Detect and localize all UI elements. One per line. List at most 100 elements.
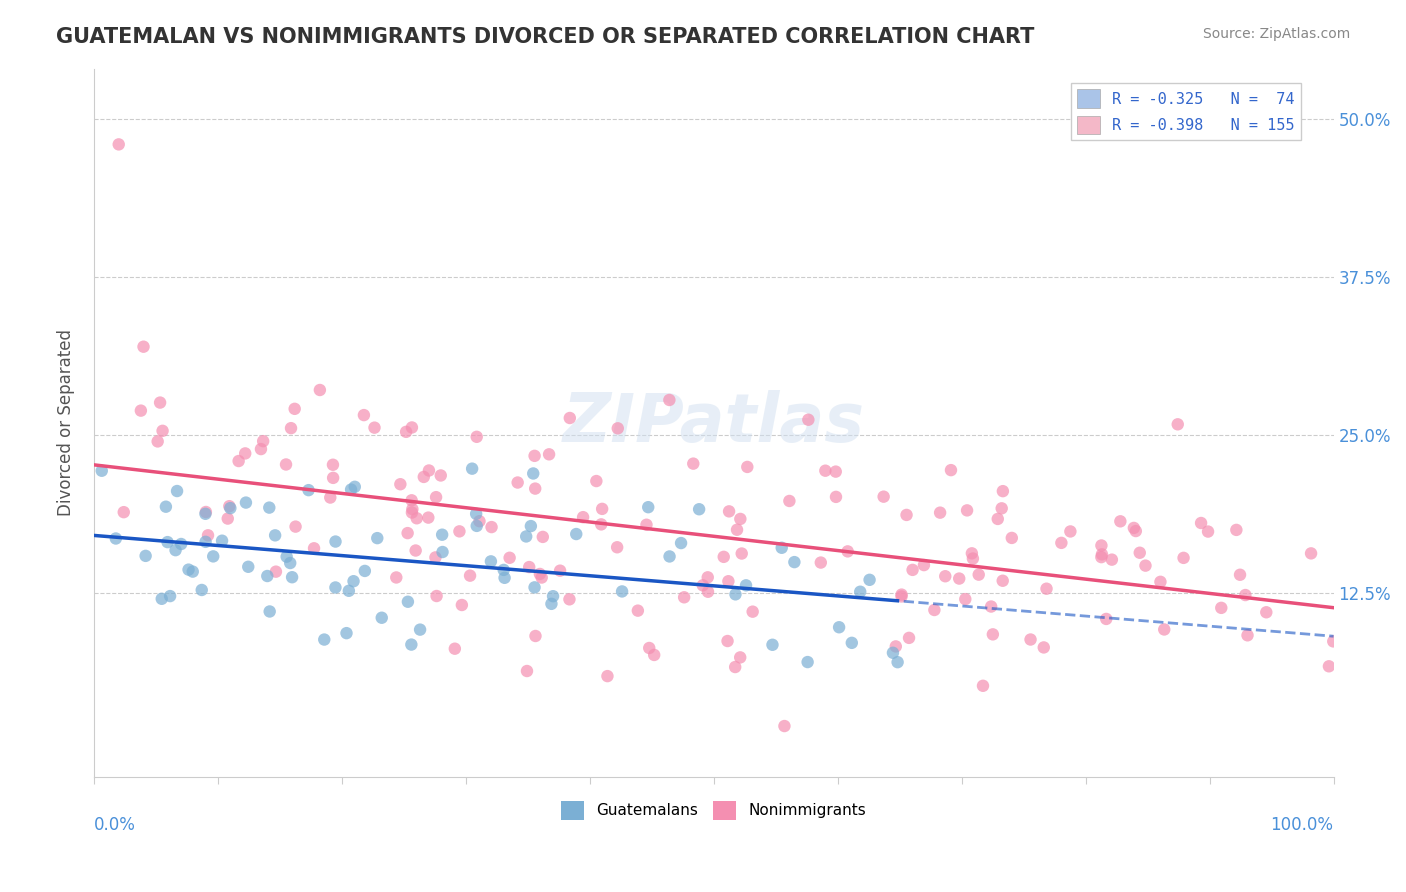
Point xyxy=(890,588,912,602)
Point xyxy=(190,582,212,597)
Point xyxy=(156,535,179,549)
Point xyxy=(498,550,520,565)
Point xyxy=(541,589,564,603)
Point xyxy=(682,457,704,471)
Point xyxy=(515,529,537,543)
Point xyxy=(217,511,239,525)
Point xyxy=(1189,516,1212,530)
Point xyxy=(343,480,366,494)
Point xyxy=(814,464,837,478)
Point xyxy=(627,604,650,618)
Point xyxy=(538,447,561,461)
Point xyxy=(872,490,894,504)
Point xyxy=(405,543,427,558)
Point xyxy=(849,584,872,599)
Point xyxy=(155,500,177,514)
Point xyxy=(170,537,193,551)
Point xyxy=(558,592,581,607)
Point xyxy=(886,655,908,669)
Point xyxy=(1135,558,1157,573)
Point xyxy=(1035,582,1057,596)
Point xyxy=(281,570,304,584)
Point xyxy=(731,547,754,561)
Point xyxy=(717,574,740,589)
Point xyxy=(314,632,336,647)
Point xyxy=(194,505,217,519)
Point xyxy=(1256,605,1278,619)
Point xyxy=(432,545,454,559)
Point xyxy=(596,669,619,683)
Point xyxy=(517,560,540,574)
Point xyxy=(606,541,628,555)
Point xyxy=(132,340,155,354)
Point xyxy=(418,510,440,524)
Point xyxy=(610,584,633,599)
Point xyxy=(1090,550,1112,565)
Point xyxy=(858,573,880,587)
Point xyxy=(696,570,718,584)
Point xyxy=(981,627,1004,641)
Point xyxy=(956,503,979,517)
Point xyxy=(385,570,408,584)
Point xyxy=(465,507,488,521)
Point xyxy=(284,401,307,416)
Point xyxy=(735,578,758,592)
Point xyxy=(389,477,412,491)
Point xyxy=(783,555,806,569)
Point xyxy=(828,620,851,634)
Point xyxy=(396,526,419,541)
Point xyxy=(522,467,544,481)
Point xyxy=(342,574,364,589)
Point xyxy=(1059,524,1081,539)
Point xyxy=(1122,521,1144,535)
Point xyxy=(1317,659,1340,673)
Point xyxy=(177,563,200,577)
Point xyxy=(890,590,912,604)
Point xyxy=(426,589,449,603)
Point xyxy=(1229,567,1251,582)
Point xyxy=(1101,552,1123,566)
Point xyxy=(238,559,260,574)
Point xyxy=(1197,524,1219,539)
Point xyxy=(395,425,418,439)
Point xyxy=(371,611,394,625)
Point xyxy=(264,528,287,542)
Point xyxy=(987,512,1010,526)
Point xyxy=(990,501,1012,516)
Point xyxy=(149,395,172,409)
Point xyxy=(924,603,946,617)
Point xyxy=(280,421,302,435)
Point xyxy=(960,546,983,560)
Text: ZIPatlas: ZIPatlas xyxy=(562,390,865,456)
Point xyxy=(882,646,904,660)
Point xyxy=(524,629,547,643)
Point xyxy=(548,564,571,578)
Point xyxy=(658,549,681,564)
Point xyxy=(107,137,129,152)
Point xyxy=(1001,531,1024,545)
Point xyxy=(218,499,240,513)
Point xyxy=(401,638,423,652)
Point xyxy=(585,474,607,488)
Point xyxy=(669,536,692,550)
Point xyxy=(211,533,233,548)
Point xyxy=(458,568,481,582)
Point xyxy=(302,541,325,556)
Point xyxy=(468,514,491,528)
Point xyxy=(523,449,546,463)
Point xyxy=(353,408,375,422)
Point xyxy=(572,510,595,524)
Point xyxy=(465,430,488,444)
Point xyxy=(194,507,217,521)
Point xyxy=(955,592,977,607)
Point xyxy=(718,504,741,518)
Point xyxy=(430,527,453,541)
Point xyxy=(401,502,423,516)
Point xyxy=(322,458,344,472)
Point xyxy=(901,563,924,577)
Point xyxy=(319,491,342,505)
Point xyxy=(825,490,848,504)
Point xyxy=(637,500,659,515)
Point xyxy=(1211,600,1233,615)
Point xyxy=(1322,634,1344,648)
